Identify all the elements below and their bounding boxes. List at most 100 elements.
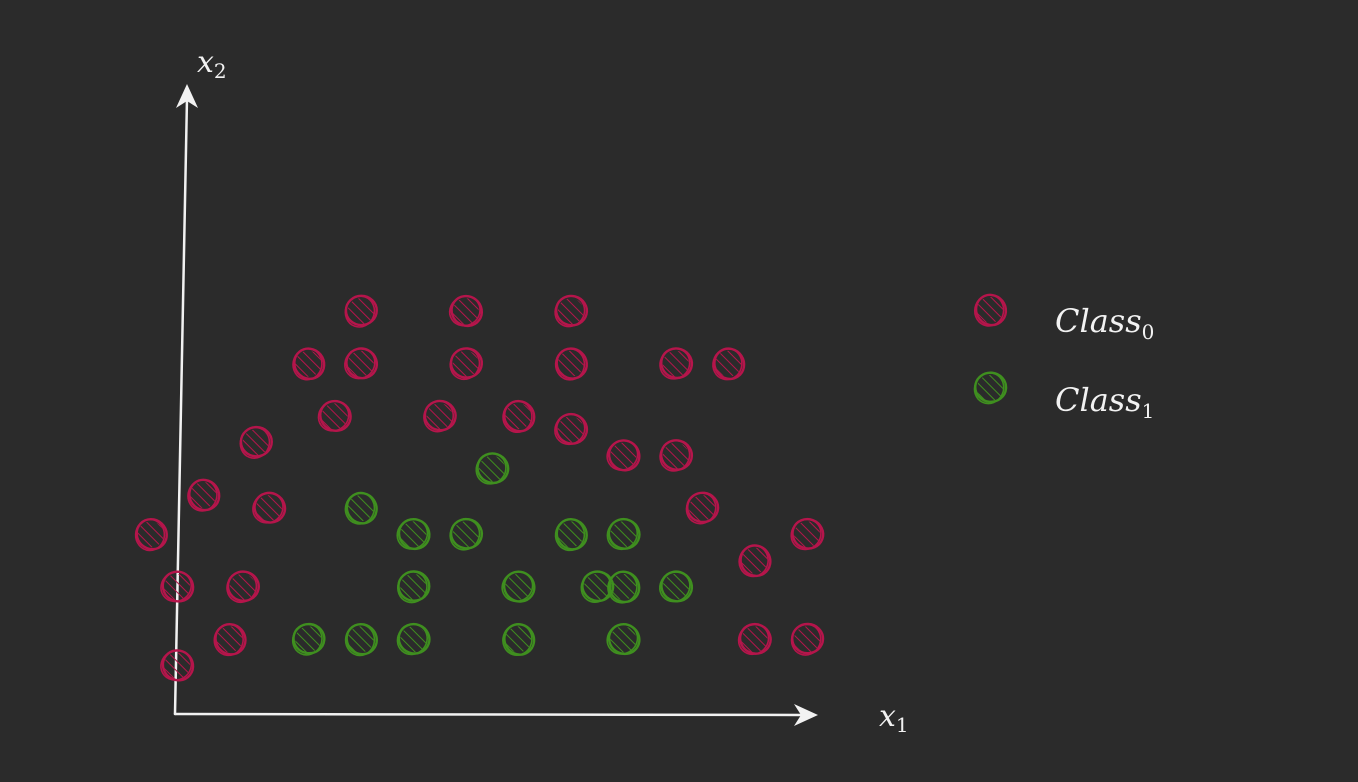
data-point-class-0 bbox=[554, 412, 589, 446]
data-point-class-1-outline bbox=[396, 518, 429, 550]
data-point-class-0 bbox=[160, 649, 195, 682]
data-point-class-1 bbox=[501, 570, 536, 603]
y-axis-label-sub: 2 bbox=[214, 59, 227, 83]
data-point-class-0 bbox=[239, 425, 273, 459]
data-point-class-0-outline bbox=[790, 623, 822, 656]
data-point-class-1-fill bbox=[479, 455, 505, 482]
data-point-class-1-fill bbox=[505, 626, 532, 653]
legend-label-class-0-base: Class bbox=[1055, 302, 1142, 340]
data-point-class-1 bbox=[580, 570, 615, 603]
data-point-class-1-outline bbox=[396, 623, 428, 656]
legend-marker-class-1-icon-outline bbox=[973, 372, 1005, 405]
data-point-class-1 bbox=[396, 622, 431, 656]
legend-marker-class-0 bbox=[973, 293, 1008, 327]
data-point-class-1-outline bbox=[607, 571, 638, 604]
data-point-class-0 bbox=[790, 622, 825, 656]
data-point-class-0 bbox=[659, 439, 694, 472]
data-point-class-1-fill bbox=[584, 573, 610, 600]
data-point-class-0-fill bbox=[741, 626, 768, 653]
data-point-class-0-fill bbox=[662, 350, 689, 377]
data-point-class-0-fill bbox=[164, 573, 190, 600]
data-point-class-0-outline bbox=[554, 348, 586, 381]
data-point-class-1-fill bbox=[452, 521, 479, 548]
x-axis-label: x1 bbox=[879, 699, 909, 737]
data-point-class-1-fill bbox=[400, 573, 427, 600]
data-point-class-1 bbox=[606, 517, 641, 551]
data-point-class-0-outline bbox=[213, 623, 244, 657]
data-point-class-0-outline bbox=[659, 439, 691, 472]
data-point-class-0-fill bbox=[242, 429, 269, 456]
data-point-class-0-outline bbox=[502, 400, 533, 434]
data-point-class-0-outline bbox=[344, 295, 376, 328]
data-point-class-1-outline bbox=[606, 518, 639, 551]
data-point-class-1-fill bbox=[295, 626, 322, 653]
data-point-class-0 bbox=[344, 347, 379, 380]
data-point-class-0 bbox=[737, 622, 772, 656]
data-point-class-1 bbox=[449, 517, 484, 551]
data-point-class-0 bbox=[134, 518, 168, 552]
data-point-class-0-fill bbox=[216, 626, 243, 653]
data-point-class-0 bbox=[449, 347, 484, 381]
data-point-class-0-fill bbox=[255, 495, 282, 522]
data-point-class-0-outline bbox=[712, 347, 743, 381]
data-point-class-1-fill bbox=[400, 626, 427, 653]
data-point-class-1-fill bbox=[610, 626, 637, 653]
data-point-class-0-fill bbox=[557, 298, 584, 325]
data-point-class-0 bbox=[213, 623, 247, 657]
data-point-class-1-fill bbox=[662, 573, 689, 600]
data-point-class-0-outline bbox=[790, 518, 822, 551]
data-point-class-0-fill bbox=[662, 442, 689, 469]
data-point-class-0-fill bbox=[164, 652, 190, 679]
legend-marker-class-0-icon bbox=[973, 293, 1008, 327]
data-point-class-1 bbox=[344, 623, 378, 657]
data-point-class-0-fill bbox=[229, 573, 256, 600]
data-point-class-0-outline bbox=[292, 347, 323, 381]
legend-marker-class-1-icon-fill bbox=[977, 375, 1003, 401]
data-point-class-0 bbox=[317, 399, 352, 432]
y-axis-arrow-icon bbox=[176, 84, 198, 108]
data-point-class-1 bbox=[475, 452, 510, 485]
data-point-class-0 bbox=[606, 439, 641, 472]
data-point-class-1-outline bbox=[501, 571, 534, 603]
data-point-class-0-outline bbox=[685, 492, 717, 525]
data-point-class-0-outline bbox=[187, 479, 218, 512]
legend-marker-class-1 bbox=[973, 371, 1008, 405]
data-point-class-1 bbox=[502, 623, 536, 656]
data-point-class-1-outline bbox=[659, 571, 691, 603]
data-point-class-0-outline bbox=[659, 347, 691, 380]
data-point-class-1-outline bbox=[554, 518, 586, 552]
legend-label-class-1: Class1 bbox=[1055, 381, 1154, 423]
data-point-class-0-fill bbox=[794, 626, 820, 653]
data-point-class-0 bbox=[554, 347, 588, 381]
legend-marker-class-0-icon-fill bbox=[977, 297, 1003, 323]
data-point-class-0 bbox=[685, 491, 720, 525]
data-point-class-1-fill bbox=[505, 573, 532, 600]
data-point-class-0-outline bbox=[554, 413, 586, 446]
legend-label-class-0: Class0 bbox=[1055, 302, 1154, 344]
data-point-class-0-fill bbox=[452, 350, 479, 377]
data-point-class-0-fill bbox=[794, 521, 820, 548]
data-point-class-0-outline bbox=[737, 623, 770, 656]
y-axis-label: x2 bbox=[197, 45, 227, 83]
data-point-class-1-outline bbox=[344, 492, 376, 525]
data-point-class-0-fill bbox=[137, 521, 164, 548]
legend: Class0 Class1 bbox=[973, 293, 1154, 423]
y-axis-line bbox=[173, 96, 189, 716]
legend-label-class-0-sub: 0 bbox=[1142, 320, 1155, 344]
data-point-class-0-outline bbox=[317, 400, 350, 432]
data-point-class-0-outline bbox=[606, 439, 639, 471]
x-axis-line bbox=[173, 712, 806, 717]
data-point-class-1-outline bbox=[606, 623, 639, 655]
data-point-class-0-outline bbox=[423, 400, 455, 433]
data-point-class-0-fill bbox=[321, 403, 348, 430]
axes bbox=[173, 84, 818, 726]
data-point-class-1 bbox=[396, 517, 431, 551]
data-point-class-0-fill bbox=[610, 442, 637, 469]
data-point-class-1-outline bbox=[449, 518, 481, 551]
data-point-class-0-outline bbox=[239, 426, 271, 459]
legend-marker-class-0-icon-outline bbox=[973, 294, 1005, 327]
data-point-class-1-outline bbox=[475, 452, 507, 485]
data-point-class-1-outline bbox=[344, 623, 376, 657]
data-point-class-0 bbox=[554, 294, 589, 328]
